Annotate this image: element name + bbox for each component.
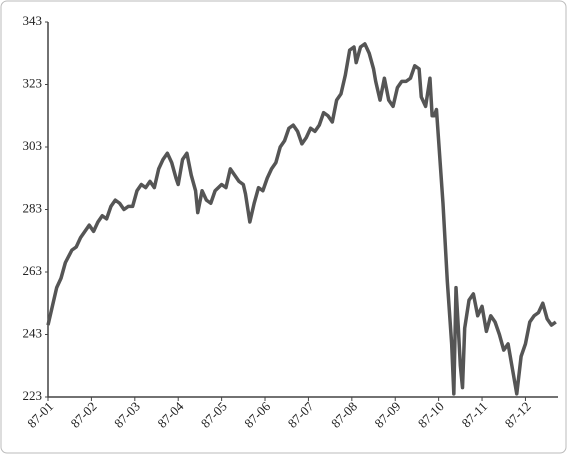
- line: [46, 42, 557, 396]
- y-tick-label: 283: [23, 200, 43, 215]
- y-tick-label: 303: [23, 138, 43, 153]
- y-tick-label: 263: [23, 263, 43, 278]
- y-tick-label: 243: [23, 325, 43, 340]
- y-tick-label: 223: [23, 388, 43, 403]
- y-tick-label: 323: [23, 75, 43, 90]
- y-tick-label: 343: [23, 13, 43, 28]
